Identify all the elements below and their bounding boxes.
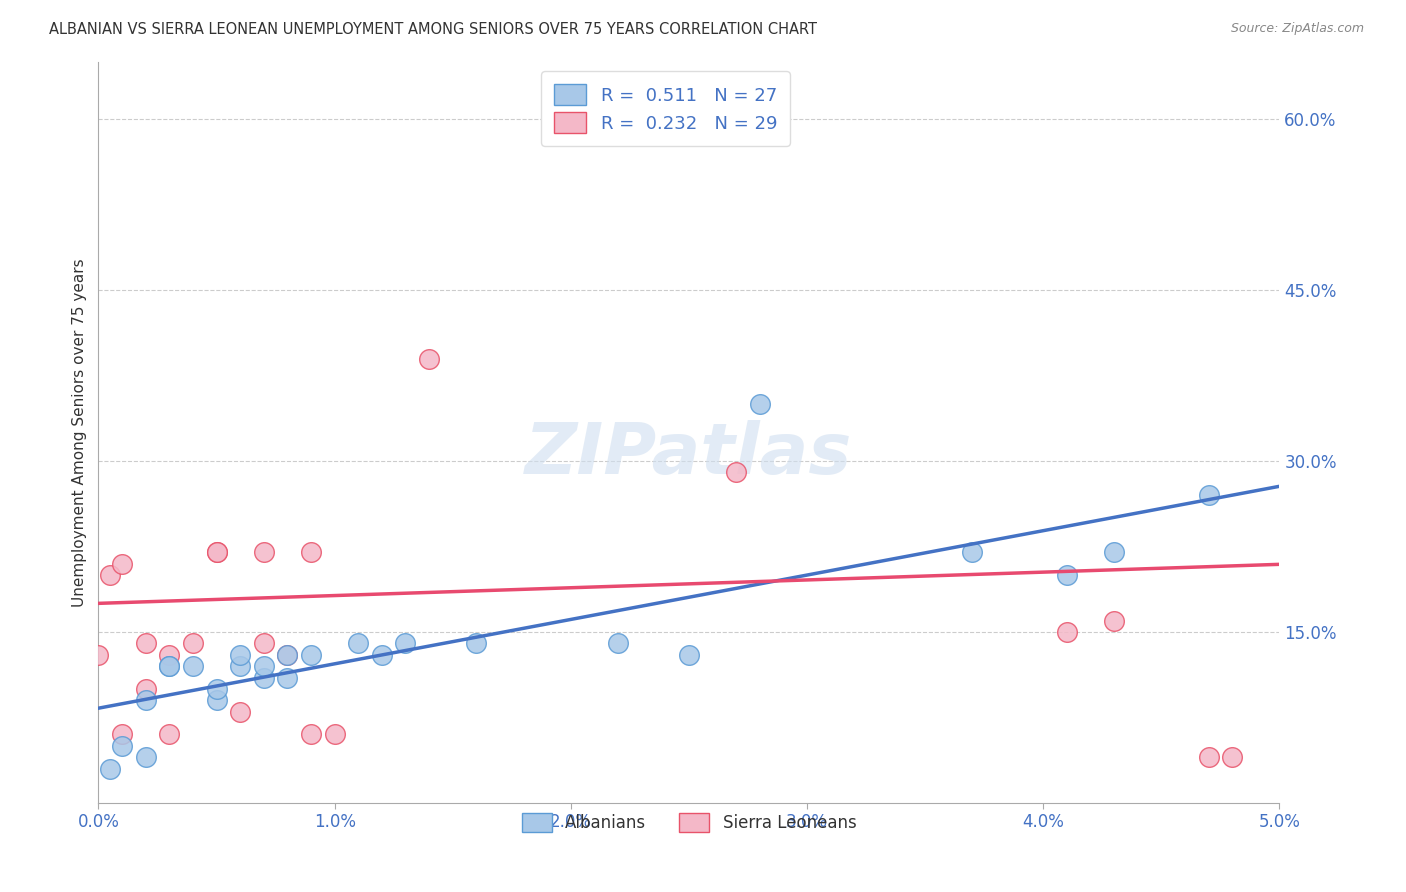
Point bbox=[299, 545, 322, 559]
Point bbox=[111, 727, 134, 741]
Point bbox=[1198, 488, 1220, 502]
Point bbox=[111, 739, 134, 753]
Point bbox=[323, 727, 346, 741]
Point bbox=[253, 636, 276, 650]
Point bbox=[229, 648, 252, 662]
Text: ZIPatlas: ZIPatlas bbox=[526, 420, 852, 490]
Point bbox=[1056, 624, 1078, 639]
Point bbox=[135, 750, 157, 764]
Point bbox=[299, 727, 322, 741]
Y-axis label: Unemployment Among Seniors over 75 years: Unemployment Among Seniors over 75 years bbox=[72, 259, 87, 607]
Point bbox=[87, 648, 110, 662]
Legend: Albanians, Sierra Leoneans: Albanians, Sierra Leoneans bbox=[515, 806, 863, 838]
Point bbox=[299, 648, 322, 662]
Point bbox=[607, 636, 630, 650]
Point bbox=[371, 648, 394, 662]
Point bbox=[1102, 614, 1125, 628]
Text: Source: ZipAtlas.com: Source: ZipAtlas.com bbox=[1230, 22, 1364, 36]
Point bbox=[135, 681, 157, 696]
Point bbox=[276, 648, 298, 662]
Point bbox=[1220, 750, 1243, 764]
Point bbox=[111, 557, 134, 571]
Point bbox=[98, 568, 121, 582]
Point bbox=[678, 648, 700, 662]
Point bbox=[157, 648, 180, 662]
Point bbox=[418, 351, 440, 366]
Point bbox=[135, 693, 157, 707]
Point bbox=[1198, 750, 1220, 764]
Point bbox=[1102, 545, 1125, 559]
Point bbox=[607, 112, 630, 127]
Point bbox=[394, 636, 416, 650]
Point bbox=[276, 671, 298, 685]
Point bbox=[276, 648, 298, 662]
Point bbox=[157, 659, 180, 673]
Point bbox=[253, 671, 276, 685]
Point bbox=[205, 545, 228, 559]
Point bbox=[253, 659, 276, 673]
Point bbox=[229, 705, 252, 719]
Point bbox=[347, 636, 370, 650]
Point bbox=[229, 659, 252, 673]
Point bbox=[205, 545, 228, 559]
Point bbox=[725, 466, 748, 480]
Point bbox=[748, 397, 770, 411]
Point bbox=[181, 659, 204, 673]
Point bbox=[205, 693, 228, 707]
Point bbox=[253, 545, 276, 559]
Point bbox=[205, 681, 228, 696]
Text: ALBANIAN VS SIERRA LEONEAN UNEMPLOYMENT AMONG SENIORS OVER 75 YEARS CORRELATION : ALBANIAN VS SIERRA LEONEAN UNEMPLOYMENT … bbox=[49, 22, 817, 37]
Point bbox=[135, 636, 157, 650]
Point bbox=[98, 762, 121, 776]
Point bbox=[465, 636, 488, 650]
Point bbox=[962, 545, 984, 559]
Point bbox=[157, 659, 180, 673]
Point bbox=[157, 727, 180, 741]
Point bbox=[181, 636, 204, 650]
Point bbox=[1056, 568, 1078, 582]
Point bbox=[607, 112, 630, 127]
